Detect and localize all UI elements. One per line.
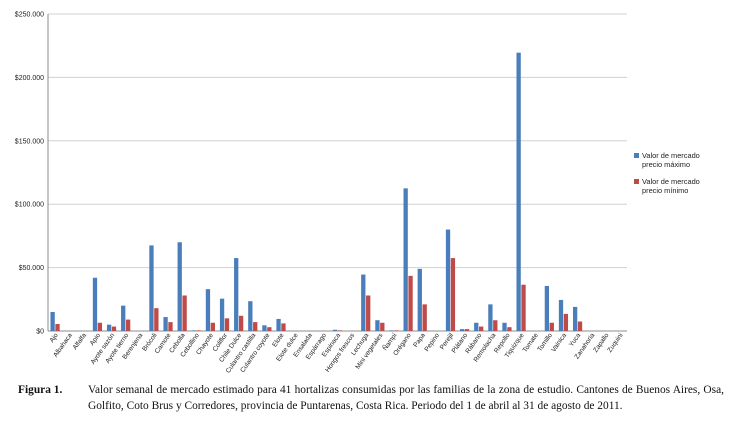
bar-min xyxy=(168,322,173,331)
bar-max xyxy=(417,268,422,331)
bar-max xyxy=(544,285,550,331)
bar-min xyxy=(253,322,258,331)
bar-min xyxy=(422,304,427,331)
x-tick-label: Apio xyxy=(89,332,102,347)
bars xyxy=(50,52,583,331)
figure-caption: Figura 1. Valor semanal de mercado estim… xyxy=(18,382,724,414)
x-tick-label: Zuquini xyxy=(606,332,624,354)
bar-max xyxy=(276,318,281,331)
bar-min xyxy=(154,308,159,331)
bar-max xyxy=(50,311,55,331)
bar-max xyxy=(92,277,98,331)
caption-text: Valor semanal de mercado estimado para 4… xyxy=(88,384,724,412)
caption-label: Figura 1. xyxy=(18,384,63,396)
bar-max xyxy=(572,306,578,331)
bar-min xyxy=(563,313,569,331)
legend-swatch xyxy=(634,179,639,184)
bar-min xyxy=(507,327,512,331)
bar-min xyxy=(521,284,526,331)
bar-min xyxy=(238,315,244,331)
bar-min xyxy=(337,330,343,331)
bar-min xyxy=(210,322,216,331)
bar-min xyxy=(450,258,456,331)
legend-label: Valor de mercado precio máximo xyxy=(642,151,700,169)
bar-max xyxy=(558,299,564,331)
bar-min xyxy=(493,320,498,331)
bar-max xyxy=(332,329,338,331)
bar-min xyxy=(366,295,371,331)
bar-max xyxy=(375,320,380,331)
bar-max xyxy=(191,330,196,331)
bar-max xyxy=(121,305,126,331)
bar-max xyxy=(516,52,521,331)
bar-min xyxy=(380,322,385,331)
bar-min xyxy=(394,330,399,331)
bar-max xyxy=(177,242,182,331)
y-tick-label: $0 xyxy=(36,329,44,336)
x-tick-label: Pepino xyxy=(423,332,441,353)
y-tick-label: $200.000 xyxy=(15,75,44,82)
bar-max xyxy=(389,330,394,331)
bar-min xyxy=(577,321,583,331)
x-tick-label: Alfalfa xyxy=(72,332,88,351)
bar-min xyxy=(182,295,187,331)
bar-min xyxy=(97,322,103,331)
bar-min xyxy=(408,275,413,331)
bar-max xyxy=(445,229,451,331)
bar-min xyxy=(549,322,554,331)
y-tick-label: $50.000 xyxy=(19,265,44,272)
y-axis: $0 $50.000 $100.000 $150.000 $200.000 $250.00… xyxy=(15,12,49,336)
bar-max xyxy=(234,258,239,331)
bar-min xyxy=(196,330,201,331)
y-tick-label: $250.000 xyxy=(15,12,44,19)
bar-min xyxy=(111,326,117,331)
legend-swatch xyxy=(634,153,639,158)
bar-max xyxy=(262,325,267,331)
bar-max xyxy=(163,317,168,331)
bar-max xyxy=(361,274,366,331)
bar-max xyxy=(474,322,479,331)
bar-max xyxy=(502,322,507,331)
x-tick-label: Vainica xyxy=(550,332,568,354)
bar-max xyxy=(106,324,112,331)
bar-max xyxy=(248,301,253,331)
bar-max xyxy=(149,245,154,331)
bar-max xyxy=(488,304,493,331)
legend: Valor de mercado precio máximo Valor de me… xyxy=(634,151,700,195)
bar-chart: $0 $50.000 $100.000 $150.000 $200.000 $250.00… xyxy=(15,12,700,375)
legend-label: Valor de mercado precio mínimo xyxy=(642,177,700,195)
x-tick-label: Ajo xyxy=(48,332,59,344)
bar-min xyxy=(55,324,60,331)
bar-min xyxy=(125,319,131,331)
bar-min xyxy=(464,329,470,331)
y-tick-label: $100.000 xyxy=(15,202,44,209)
bar-max xyxy=(205,289,211,331)
bar-max xyxy=(403,188,408,331)
bar-max xyxy=(459,329,465,331)
gridlines xyxy=(48,13,627,332)
bar-min xyxy=(281,323,286,331)
bar-max xyxy=(219,298,225,331)
bar-min xyxy=(479,326,484,331)
y-tick-label: $150.000 xyxy=(15,138,44,145)
bar-min xyxy=(224,318,230,331)
bar-min xyxy=(267,327,272,331)
